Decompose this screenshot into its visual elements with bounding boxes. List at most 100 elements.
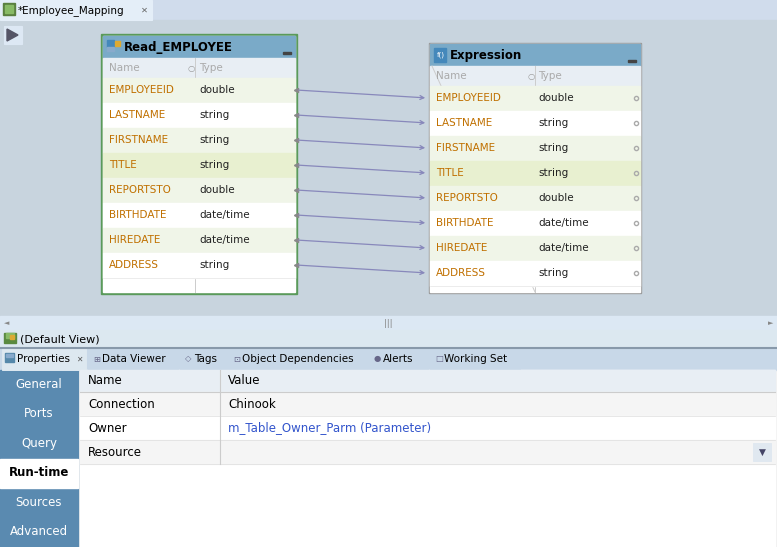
Bar (430, 44, 640, 292)
Text: Type: Type (538, 71, 562, 81)
Text: string: string (538, 268, 568, 278)
Text: (Default View): (Default View) (20, 334, 99, 344)
Text: Sources: Sources (16, 496, 62, 509)
Bar (5, 353, 14, 362)
Bar (103, 128, 295, 153)
Bar (103, 78, 295, 103)
Bar (88, 350, 178, 370)
Text: Alerts: Alerts (383, 354, 413, 364)
Text: Query: Query (21, 437, 57, 450)
Bar (80, 440, 775, 464)
Text: BIRTHDATE: BIRTHDATE (436, 218, 493, 228)
Bar (6, 333, 14, 338)
Text: Object Dependencies: Object Dependencies (242, 354, 354, 364)
Text: HIREDATE: HIREDATE (109, 235, 160, 245)
Text: Advanced: Advanced (10, 525, 68, 538)
Text: ►: ► (768, 320, 774, 326)
Bar (107, 47, 114, 51)
Text: FIRSTNAME: FIRSTNAME (436, 143, 495, 153)
Bar (430, 211, 640, 236)
Text: HIREDATE: HIREDATE (436, 243, 487, 253)
Text: ○: ○ (528, 72, 535, 80)
Text: Name: Name (109, 63, 140, 73)
Bar (4, 333, 16, 343)
Bar (80, 370, 775, 547)
Bar (628, 60, 636, 62)
Bar (0, 20, 777, 316)
Text: Read_EMPLOYEE: Read_EMPLOYEE (124, 40, 233, 54)
Text: Expression: Expression (450, 49, 522, 61)
Text: ✕: ✕ (76, 354, 82, 364)
Text: |||: ||| (384, 318, 392, 328)
Text: ◄: ◄ (4, 320, 9, 326)
Text: LASTNAME: LASTNAME (109, 110, 166, 120)
Bar (103, 178, 295, 203)
Text: TITLE: TITLE (436, 168, 464, 178)
Text: string: string (538, 168, 568, 178)
Bar (0, 316, 777, 330)
Text: Value: Value (228, 375, 260, 387)
Text: double: double (199, 85, 235, 95)
Bar (103, 228, 295, 253)
Text: ◇: ◇ (185, 354, 191, 364)
Text: date/time: date/time (199, 235, 249, 245)
Text: BIRTHDATE: BIRTHDATE (109, 210, 166, 220)
Bar (0, 370, 78, 547)
Text: string: string (199, 110, 229, 120)
Text: Owner: Owner (88, 422, 127, 434)
Bar (429, 43, 641, 293)
Bar (0, 330, 777, 348)
Text: m_Table_Owner_Parm (Parameter): m_Table_Owner_Parm (Parameter) (228, 422, 431, 434)
Bar (115, 41, 120, 46)
Text: Working Set: Working Set (444, 354, 507, 364)
Text: TITLE: TITLE (109, 160, 137, 170)
Bar (430, 186, 640, 211)
Text: ⊡: ⊡ (233, 354, 240, 364)
Text: string: string (199, 260, 229, 270)
Bar (2, 348, 86, 370)
Bar (103, 103, 295, 128)
Text: double: double (538, 193, 573, 203)
Bar (103, 58, 295, 78)
Text: string: string (538, 118, 568, 128)
Text: ⊞: ⊞ (93, 354, 100, 364)
Bar (430, 236, 640, 261)
Text: Resource: Resource (88, 445, 142, 458)
Bar (434, 48, 446, 62)
Bar (0, 0, 777, 20)
Bar (4, 26, 22, 44)
Text: Ports: Ports (24, 407, 54, 420)
Text: string: string (538, 143, 568, 153)
Bar (0, 0, 152, 20)
Bar (3, 3, 15, 15)
Text: date/time: date/time (538, 243, 589, 253)
Bar (103, 203, 295, 228)
Bar (0, 370, 777, 547)
Text: Tags: Tags (194, 354, 217, 364)
Polygon shape (7, 29, 18, 41)
Bar (107, 40, 114, 47)
Text: □: □ (435, 354, 443, 364)
Bar (101, 34, 297, 294)
Text: Chinook: Chinook (228, 398, 276, 410)
Bar (430, 136, 640, 161)
Text: ADDRESS: ADDRESS (436, 268, 486, 278)
Text: Type: Type (199, 63, 223, 73)
Bar (80, 370, 775, 392)
Text: Name: Name (88, 375, 123, 387)
Bar (80, 370, 775, 547)
Text: Name: Name (436, 71, 467, 81)
Text: FIRSTNAME: FIRSTNAME (109, 135, 168, 145)
Bar (753, 443, 771, 461)
Text: ○: ○ (188, 63, 195, 73)
Text: Data Viewer: Data Viewer (102, 354, 166, 364)
Bar (103, 36, 295, 292)
Text: double: double (199, 185, 235, 195)
Text: Run-time: Run-time (9, 466, 69, 479)
Bar (6, 354, 13, 357)
Bar (180, 350, 227, 370)
Text: Properties: Properties (17, 354, 70, 364)
Text: EMPLOYEEID: EMPLOYEEID (109, 85, 174, 95)
Bar (430, 111, 640, 136)
Bar (0, 458, 78, 488)
